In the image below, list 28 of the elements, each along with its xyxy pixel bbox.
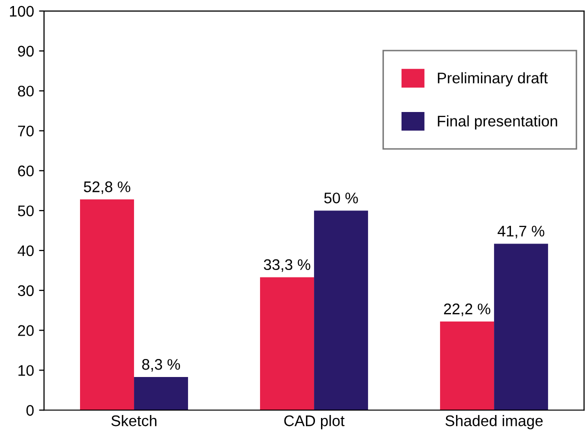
data-label: 50 % <box>324 192 358 204</box>
bar <box>494 244 548 410</box>
data-label: 41,7 % <box>498 226 544 238</box>
y-tick-label: 10 <box>18 365 34 376</box>
y-tick-label: 100 <box>10 6 34 17</box>
x-tick-label: Sketch <box>111 414 156 426</box>
y-tick-label: 50 <box>18 205 34 216</box>
x-tick-label: Shaded image <box>445 414 543 430</box>
y-tick-label: 30 <box>18 285 34 296</box>
y-tick-label: 70 <box>18 126 34 136</box>
y-tick-label: 60 <box>18 166 34 176</box>
bar <box>134 377 188 410</box>
y-tick-label: 40 <box>18 245 34 256</box>
legend-label: Preliminary draft <box>438 72 548 86</box>
y-tick-label: 20 <box>18 325 34 336</box>
y-tick-label: 80 <box>18 86 34 97</box>
data-label: 52,8 % <box>84 181 130 194</box>
data-label: 33,3 % <box>264 259 310 272</box>
x-tick-label: CAD plot <box>284 414 344 430</box>
bar <box>314 210 368 410</box>
bar <box>440 322 494 410</box>
bar <box>80 199 134 410</box>
y-tick-label: 0 <box>26 405 34 416</box>
legend-label: Final presentation <box>438 115 558 130</box>
bar <box>260 277 314 410</box>
data-label: 22,2 % <box>444 304 490 316</box>
y-tick-label: 90 <box>18 46 34 57</box>
data-label: 8,3 % <box>142 359 180 372</box>
